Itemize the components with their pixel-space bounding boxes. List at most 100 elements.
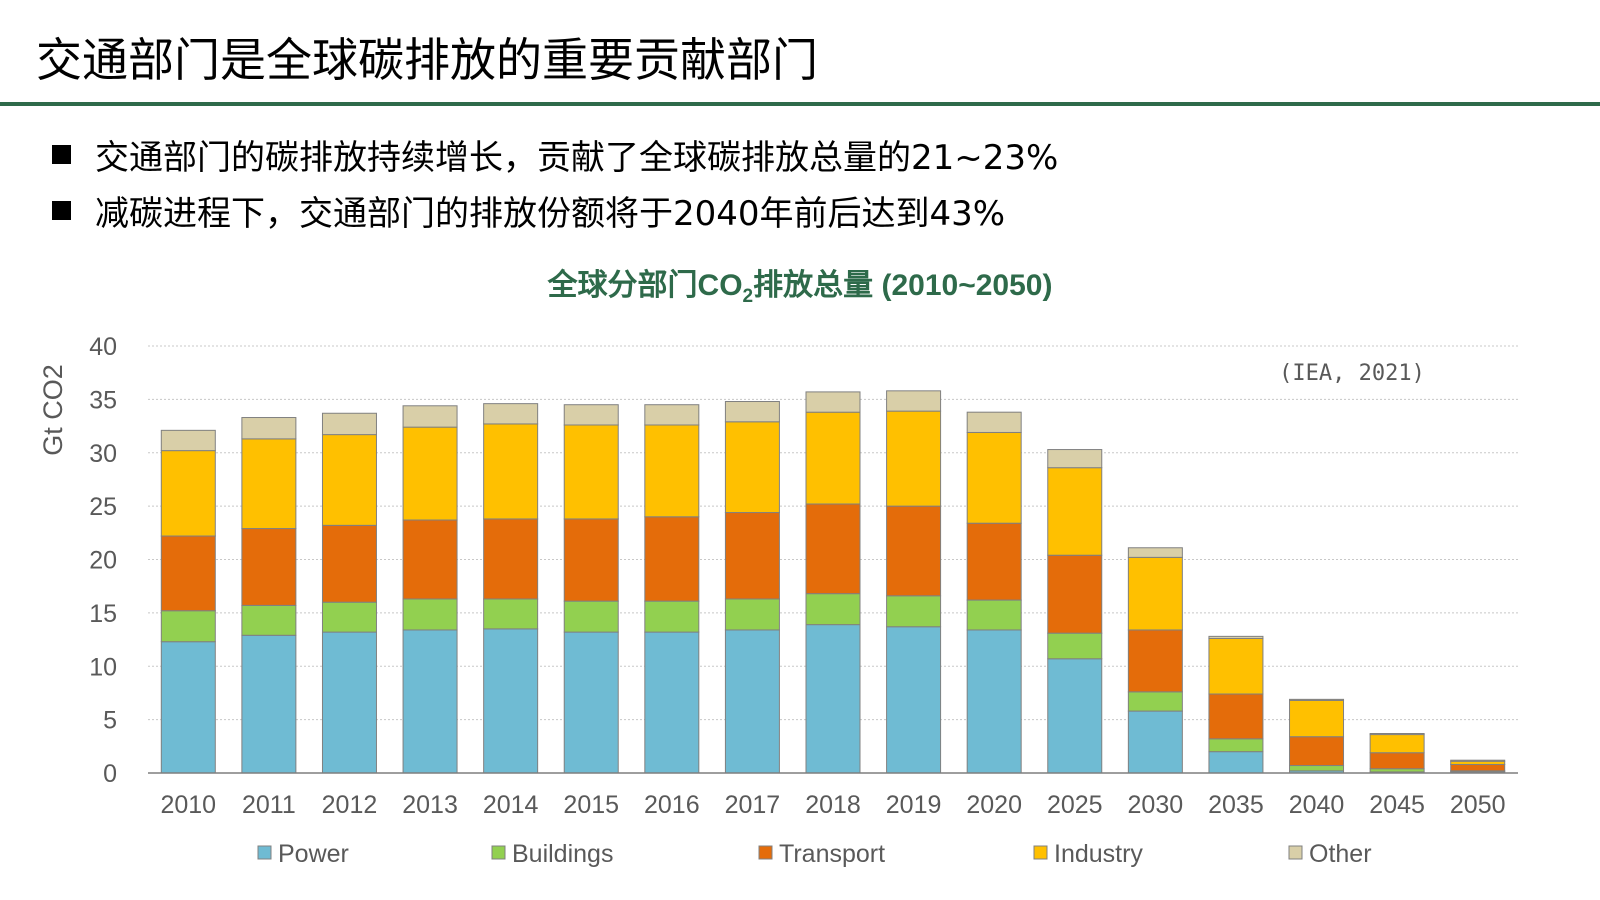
square-bullet-icon bbox=[52, 144, 71, 164]
bar-segment-industry bbox=[644, 424, 700, 518]
bar-segment-buildings bbox=[1208, 738, 1264, 753]
bar-segment-other bbox=[563, 404, 619, 426]
x-tick-label: 2016 bbox=[644, 791, 700, 819]
bar-segment-other bbox=[1289, 698, 1345, 701]
bar-segment-buildings bbox=[886, 595, 942, 628]
legend-swatch-buildings bbox=[491, 845, 506, 860]
bar-segment-power bbox=[724, 629, 780, 774]
bullet-list: 交通部门的碳排放持续增长，贡献了全球碳排放总量的21~23% 减碳进程下，交通部… bbox=[52, 126, 1058, 238]
x-tick-label: 2012 bbox=[322, 791, 378, 819]
bar-segment-buildings bbox=[563, 600, 619, 633]
y-axis-label: Gt CO2 bbox=[38, 364, 68, 456]
bar-segment-industry bbox=[805, 411, 861, 505]
x-tick-label: 2035 bbox=[1208, 791, 1264, 819]
bar-segment-power bbox=[1047, 658, 1103, 774]
bar-segment-power bbox=[644, 631, 700, 774]
x-tick-label: 2030 bbox=[1128, 791, 1184, 819]
bullet-item: 减碳进程下，交通部门的排放份额将于2040年前后达到43% bbox=[52, 182, 1058, 238]
x-tick-label: 2050 bbox=[1450, 791, 1506, 819]
bar-segment-industry bbox=[321, 434, 377, 526]
bar-segment-transport bbox=[966, 522, 1022, 601]
bar-segment-buildings bbox=[160, 610, 216, 643]
bar-segment-power bbox=[1127, 710, 1183, 774]
legend-label-other: Other bbox=[1309, 840, 1372, 868]
chart-title: 全球分部门CO2排放总量 (2010~2050) bbox=[0, 266, 1600, 306]
y-tick-label: 20 bbox=[89, 547, 117, 575]
x-axis-ticks: 2010 2011 2012 2013 2014 2015 2016 2017 2018 2019… bbox=[160, 791, 1505, 819]
bar-segment-power bbox=[321, 631, 377, 774]
bar-segment-transport bbox=[483, 518, 539, 600]
y-tick-label: 0 bbox=[103, 760, 117, 788]
bar-segment-power bbox=[805, 624, 861, 774]
chart-title-tail: 排放总量 (2010~2050) bbox=[753, 269, 1053, 302]
y-axis-ticks: 0 5 10 15 20 25 30 35 40 bbox=[89, 333, 117, 788]
title-divider bbox=[0, 102, 1600, 106]
y-tick-label: 35 bbox=[89, 386, 117, 414]
x-tick-label: 2017 bbox=[725, 791, 781, 819]
x-tick-label: 2040 bbox=[1289, 791, 1345, 819]
bar-segment-power bbox=[966, 629, 1022, 774]
bar-segment-power bbox=[483, 628, 539, 774]
bar-segment-other bbox=[483, 403, 539, 425]
bar-segment-other bbox=[241, 417, 297, 440]
bar-segment-other bbox=[1369, 733, 1425, 736]
x-tick-label: 2020 bbox=[966, 791, 1022, 819]
bar-segment-other bbox=[724, 401, 780, 423]
bar-segment-buildings bbox=[724, 598, 780, 631]
x-tick-label: 2025 bbox=[1047, 791, 1103, 819]
bar-segment-transport bbox=[160, 535, 216, 612]
bar-segment-industry bbox=[1047, 467, 1103, 556]
bar-segment-buildings bbox=[321, 601, 377, 633]
bar-segment-transport bbox=[321, 524, 377, 603]
slide-title: 交通部门是全球碳排放的重要贡献部门 bbox=[36, 33, 818, 87]
square-bullet-icon bbox=[52, 200, 71, 220]
x-tick-label: 2045 bbox=[1369, 791, 1425, 819]
legend-label-buildings: Buildings bbox=[512, 840, 613, 868]
bar-segment-industry bbox=[1289, 699, 1345, 738]
bar-segment-industry bbox=[724, 421, 780, 514]
bar-segment-other bbox=[886, 390, 942, 412]
bar-segment-power bbox=[160, 641, 216, 774]
bar-segment-industry bbox=[402, 426, 458, 521]
x-tick-label: 2014 bbox=[483, 791, 539, 819]
y-tick-label: 30 bbox=[89, 440, 117, 468]
bullet-text: 减碳进程下，交通部门的排放份额将于2040年前后达到43% bbox=[95, 193, 1006, 234]
bar-segment-buildings bbox=[483, 598, 539, 630]
bar-segment-buildings bbox=[966, 599, 1022, 631]
bar-segment-power bbox=[886, 626, 942, 774]
y-tick-label: 5 bbox=[103, 707, 117, 735]
x-tick-label: 2013 bbox=[402, 791, 458, 819]
bar-segment-transport bbox=[241, 528, 297, 606]
bar-segment-power bbox=[241, 634, 297, 774]
bar-segment-transport bbox=[1208, 693, 1264, 740]
bar-segment-industry bbox=[160, 450, 216, 537]
x-tick-label: 2018 bbox=[805, 791, 861, 819]
bar-segment-buildings bbox=[402, 598, 458, 631]
bar-segment-other bbox=[1450, 759, 1506, 762]
bar-segment-power bbox=[1208, 751, 1264, 774]
bar-segment-other bbox=[321, 412, 377, 436]
x-tick-label: 2011 bbox=[242, 791, 296, 819]
bullet-text: 交通部门的碳排放持续增长，贡献了全球碳排放总量的21~23% bbox=[95, 137, 1059, 178]
y-tick-label: 15 bbox=[89, 600, 117, 628]
legend-label-power: Power bbox=[278, 840, 349, 868]
bar-segment-other bbox=[160, 429, 216, 452]
bar-segment-buildings bbox=[241, 604, 297, 636]
bar-segment-transport bbox=[886, 505, 942, 597]
legend-label-transport: Transport bbox=[779, 840, 885, 868]
legend: Power Buildings Transport Industry Other bbox=[257, 840, 1372, 868]
bar-segment-other bbox=[805, 391, 861, 413]
bars bbox=[160, 390, 1506, 774]
chart-title-subscript: 2 bbox=[742, 286, 754, 307]
legend-swatch-other bbox=[1288, 845, 1303, 860]
y-tick-label: 10 bbox=[89, 653, 117, 681]
source-annotation: (IEA, 2021) bbox=[1279, 361, 1425, 386]
bar-segment-industry bbox=[966, 431, 1022, 524]
bar-segment-other bbox=[1047, 449, 1103, 469]
bar-segment-industry bbox=[886, 410, 942, 507]
bar-segment-other bbox=[966, 411, 1022, 433]
bar-segment-transport bbox=[724, 512, 780, 600]
bar-segment-power bbox=[402, 629, 458, 774]
bar-segment-transport bbox=[1127, 629, 1183, 693]
